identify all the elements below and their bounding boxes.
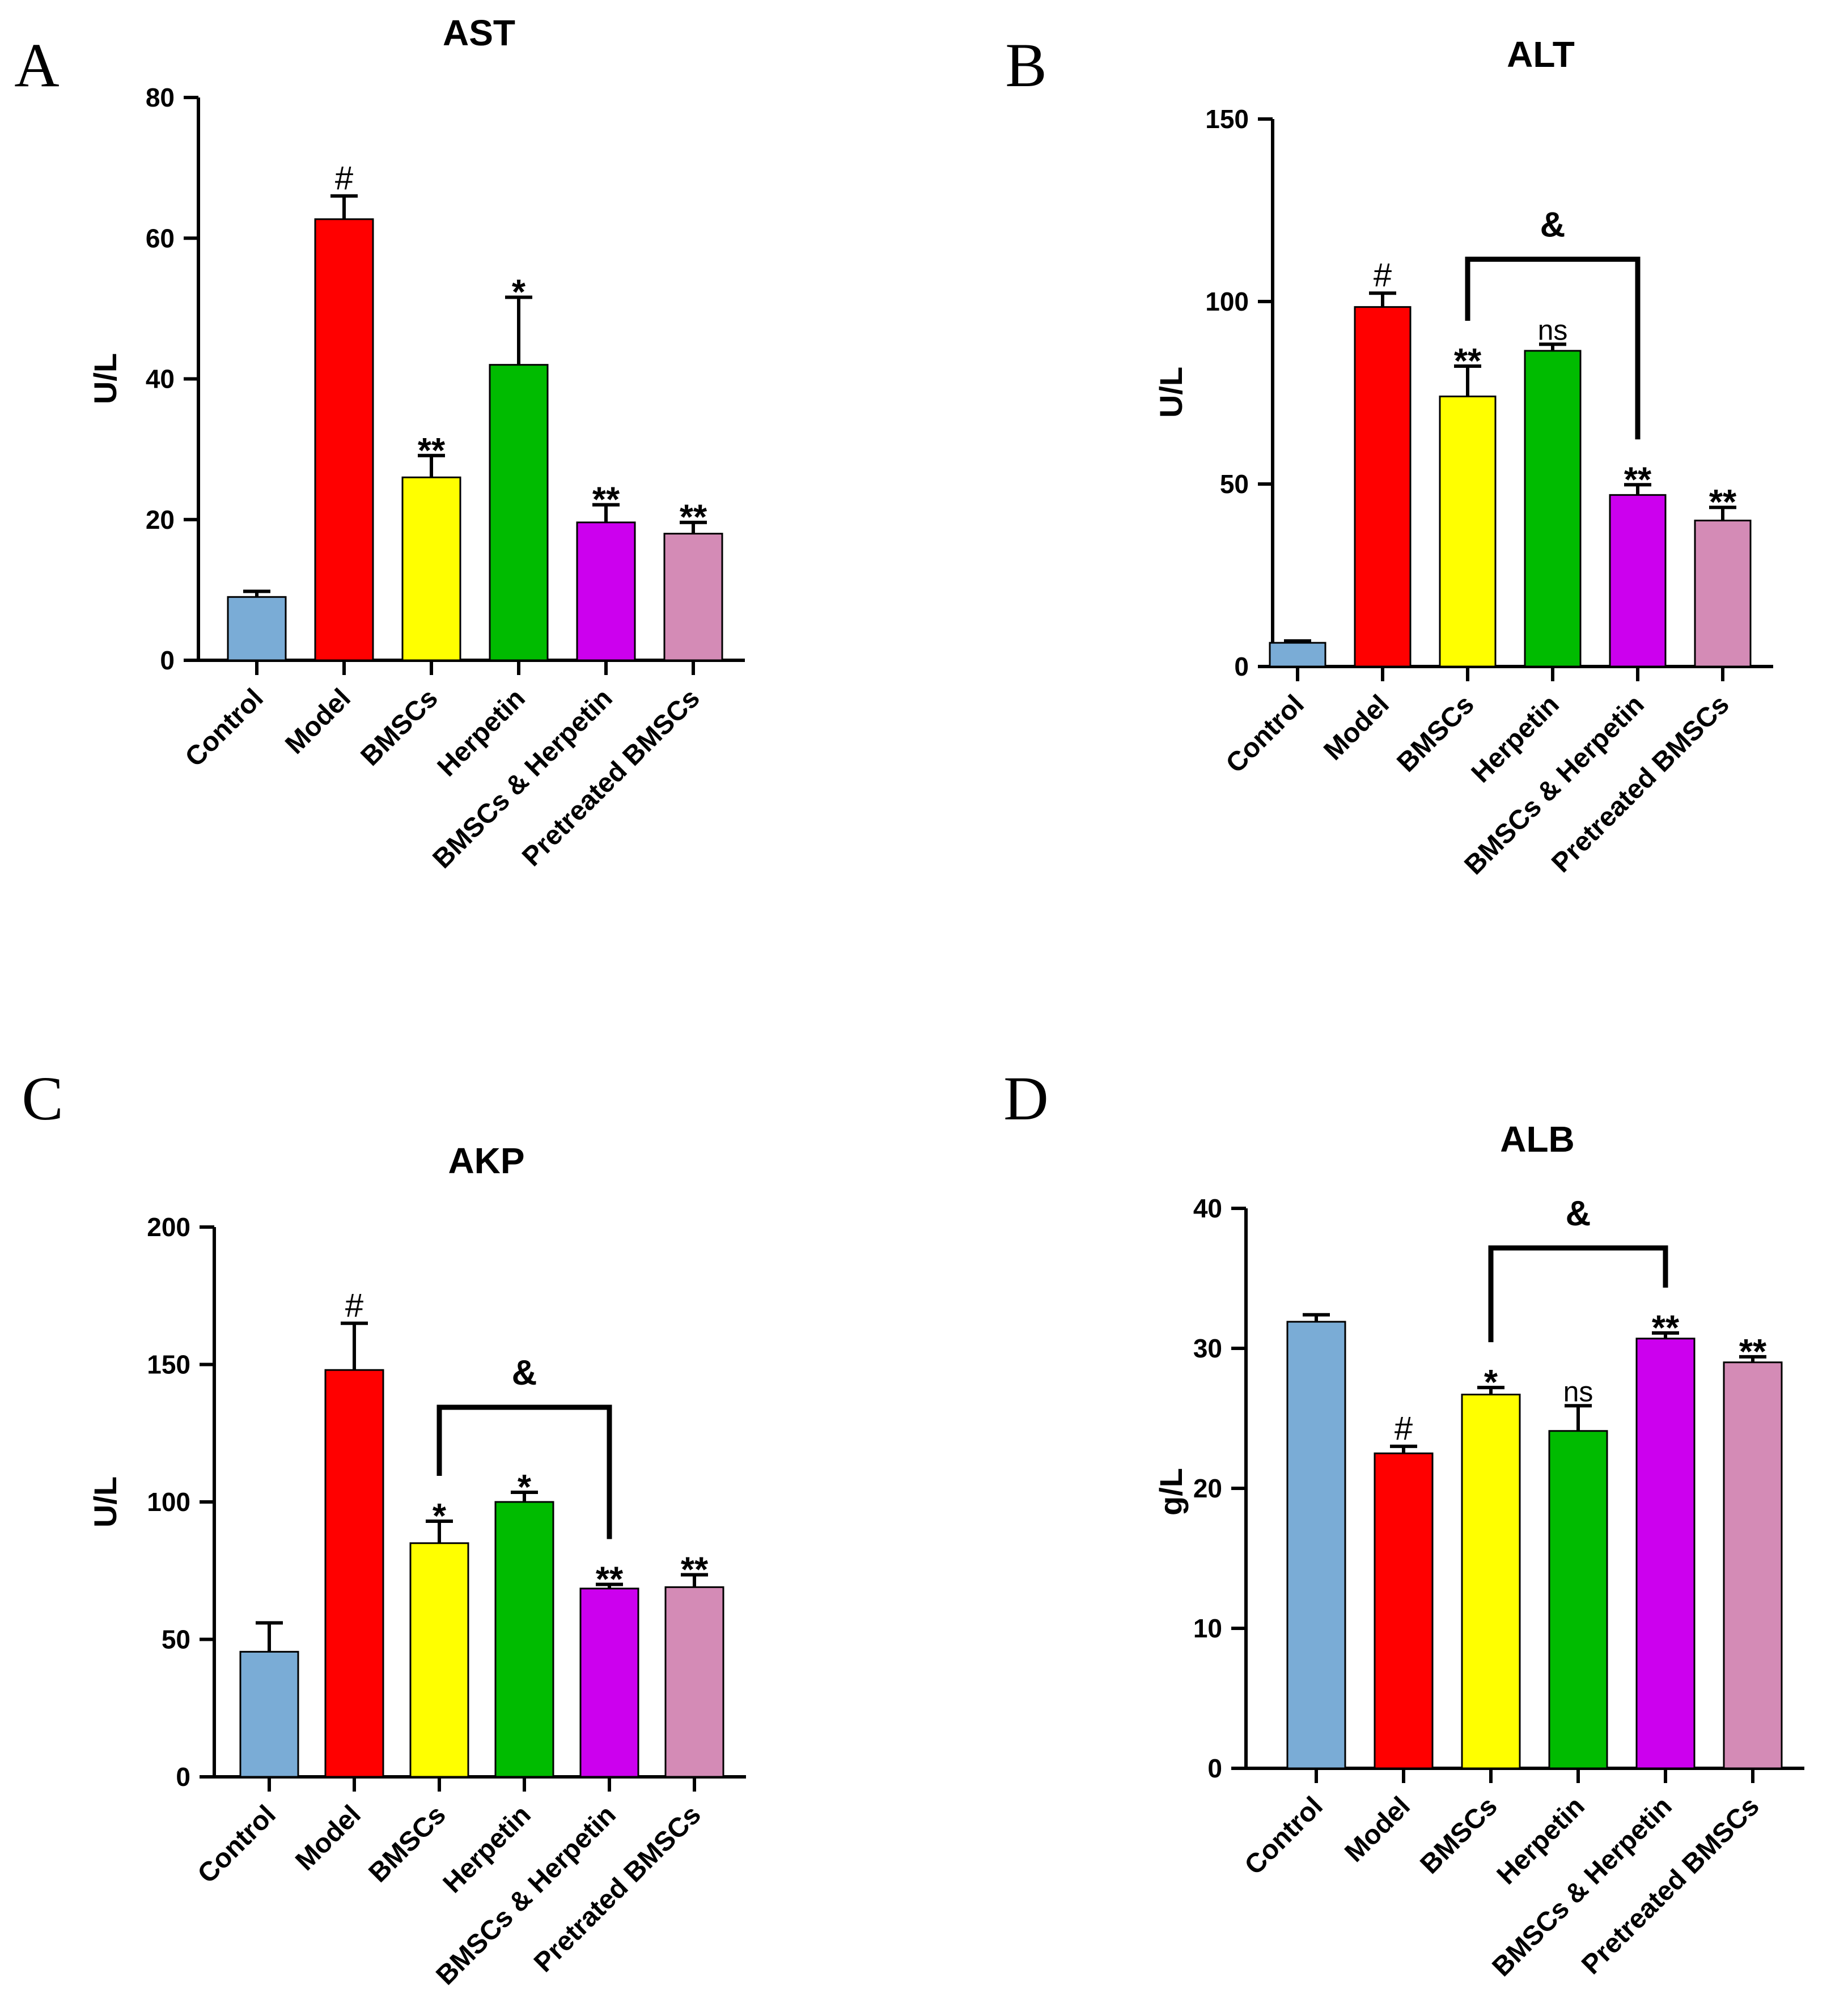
y-tick-label: 100 [1205,287,1249,316]
panel-letter: A [14,31,59,100]
bracket-label: & [512,1353,537,1393]
y-tick-label: 40 [146,364,175,394]
significance-label: # [1374,257,1392,294]
category-label: Model [279,683,357,760]
y-tick-label: 30 [1193,1334,1222,1363]
bar-bmscs [409,1542,469,1778]
bar-herpetin [489,364,549,661]
significance-label: * [512,273,526,312]
y-tick-label: 150 [147,1350,190,1380]
significance-label: * [1484,1363,1498,1402]
bar-bmscs-herpetin [1635,1338,1696,1769]
bar-herpetin [494,1501,554,1778]
significance-label: ** [1624,460,1652,499]
significance-label: ** [596,1560,624,1599]
y-tick-label: 20 [146,505,175,534]
comparison-bracket [1488,1245,1668,1343]
significance-label: * [433,1497,447,1536]
bar-herpetin [1548,1430,1608,1769]
y-tick-label: 80 [146,83,175,112]
bar-pretreated-bmscs [663,533,723,661]
category-label: Control [192,1799,282,1889]
significance-label: ** [418,431,446,470]
panel-letter: D [1003,1064,1048,1133]
significance-label: # [335,160,353,197]
y-tick-label: 0 [160,646,175,675]
bar-control [1269,642,1326,668]
bar-control [1286,1321,1346,1769]
chart-title: ALT [1507,34,1575,75]
significance-label: ** [592,481,620,520]
bar-model [1374,1452,1434,1769]
category-label: Control [1220,689,1310,779]
y-tick-label: 20 [1193,1474,1222,1503]
category-label: BMSCs [1414,1791,1503,1879]
chart-panel-d: DALBg/L010203040Control#Model*BMSCsnsHer… [1003,1064,1804,1983]
y-tick-label: 60 [146,223,175,253]
significance-label: # [345,1287,363,1324]
comparison-bracket [436,1404,612,1539]
category-label: Control [1239,1791,1329,1881]
category-label: Model [290,1799,367,1877]
y-axis-title: U/L [87,1476,123,1527]
chart-panel-a: A ASTU/L020406080Control#Model**BMSCs*Her… [14,12,745,875]
chart-title: AKP [448,1140,524,1181]
y-axis-title: g/L [1153,1468,1189,1516]
y-tick-label: 0 [1207,1754,1222,1783]
significance-label: ** [1739,1332,1767,1372]
bar-pretreated-bmscs [1694,519,1752,668]
significance-label: # [1395,1410,1413,1447]
category-label: BMSCs [355,683,443,771]
y-tick-label: 0 [1234,652,1249,681]
bar-model [1354,306,1412,668]
y-tick-label: 10 [1193,1614,1222,1643]
significance-label: ** [1709,483,1737,522]
category-label: Pretrated BMSCs [528,1799,707,1978]
y-tick-label: 0 [176,1762,190,1792]
category-label: BMSCs [363,1799,451,1888]
y-axis-title: U/L [87,353,123,404]
bar-bmscs [1439,395,1497,668]
y-tick-label: 50 [162,1625,190,1654]
significance-label: ns [1563,1376,1593,1407]
bar-bmscs-herpetin [1609,494,1667,668]
bar-bmscs [401,476,461,661]
panel-letter: C [22,1064,63,1133]
bar-herpetin [1524,350,1582,668]
bar-model [324,1369,384,1778]
category-label: Control [180,683,269,773]
significance-label: ** [1652,1309,1680,1348]
panel-letter: B [1005,31,1046,100]
category-label: BMSCs [1391,689,1480,778]
y-tick-label: 200 [147,1212,190,1242]
chart-panel-b: B ALTU/L050100150Control#Model**BMSCsnsHe… [1005,31,1773,881]
bar-pretrated-bmscs [664,1586,724,1778]
bar-model [314,218,374,661]
category-label: Model [1339,1791,1416,1868]
bracket-label: & [1540,205,1566,244]
comparison-bracket [1465,256,1641,440]
y-tick-label: 50 [1220,469,1249,499]
significance-label: ** [681,1551,709,1590]
bar-bmscs-herpetin [579,1588,639,1778]
bar-bmscs [1461,1394,1521,1769]
y-tick-label: 150 [1205,104,1249,134]
significance-label: ** [1454,342,1482,381]
category-label: Model [1318,689,1395,766]
y-tick-label: 100 [147,1487,190,1517]
y-axis-title: U/L [1153,367,1189,418]
bar-control [239,1650,299,1778]
bar-pretreated-bmscs [1723,1361,1783,1769]
significance-label: * [518,1468,532,1507]
significance-label: ** [680,498,707,537]
bar-control [227,596,287,661]
bar-bmscs-herpetin [576,521,636,661]
bracket-label: & [1566,1194,1591,1233]
chart-panel-c: CAKPU/L050100150200Control#Model*BMSCs*H… [22,1064,746,1991]
chart-title: ALB [1500,1119,1575,1160]
significance-label: ns [1538,314,1568,346]
chart-title: AST [443,12,515,53]
y-tick-label: 40 [1193,1194,1222,1223]
